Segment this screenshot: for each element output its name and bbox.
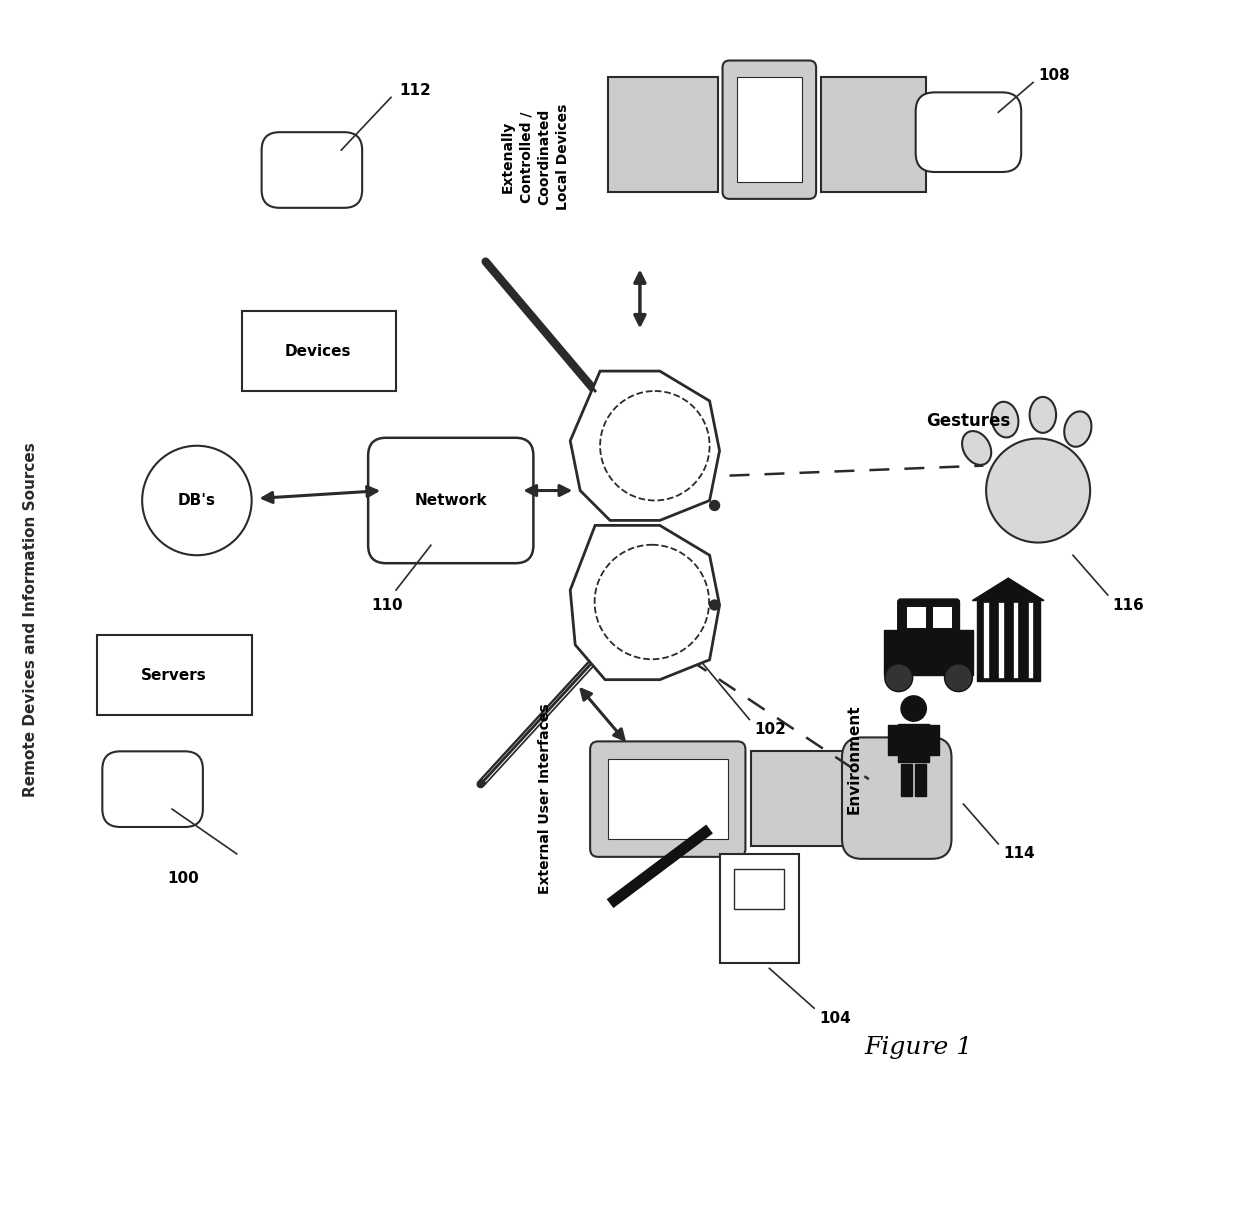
FancyBboxPatch shape — [590, 741, 745, 857]
Text: Network: Network — [414, 493, 487, 508]
Text: External User Interfaces: External User Interfaces — [538, 703, 552, 894]
Bar — [608, 759, 728, 838]
FancyBboxPatch shape — [723, 61, 816, 199]
Bar — [884, 629, 973, 674]
Text: Extenally
Controlled /
Coordinated
Local Devices: Extenally Controlled / Coordinated Local… — [501, 103, 570, 210]
FancyBboxPatch shape — [262, 132, 362, 208]
Bar — [901, 763, 911, 796]
FancyBboxPatch shape — [368, 437, 533, 564]
Circle shape — [709, 600, 719, 610]
FancyBboxPatch shape — [842, 738, 951, 859]
Polygon shape — [972, 578, 1044, 600]
Bar — [738, 78, 802, 182]
FancyBboxPatch shape — [103, 751, 203, 827]
Bar — [1013, 603, 1018, 678]
Text: 108: 108 — [1038, 68, 1070, 83]
FancyBboxPatch shape — [898, 599, 960, 635]
Text: Figure 1: Figure 1 — [864, 1036, 972, 1059]
Bar — [751, 751, 851, 846]
Ellipse shape — [962, 431, 991, 465]
Text: 110: 110 — [371, 598, 403, 612]
Text: 100: 100 — [167, 871, 198, 886]
Text: 112: 112 — [399, 83, 430, 98]
Circle shape — [709, 501, 719, 510]
Circle shape — [885, 663, 913, 691]
Polygon shape — [570, 371, 719, 520]
Polygon shape — [570, 525, 719, 679]
FancyBboxPatch shape — [915, 92, 1022, 173]
Bar — [888, 725, 899, 755]
Text: 102: 102 — [754, 722, 786, 738]
Bar — [242, 311, 396, 391]
Text: DB's: DB's — [177, 493, 216, 508]
Bar — [734, 869, 784, 909]
Bar — [977, 600, 1039, 682]
Text: Devices: Devices — [285, 344, 352, 358]
Text: 104: 104 — [820, 1011, 851, 1025]
Bar — [905, 606, 925, 628]
Bar — [931, 606, 951, 628]
Text: Servers: Servers — [141, 668, 207, 683]
Bar — [608, 78, 718, 192]
Bar — [98, 635, 252, 714]
Ellipse shape — [1029, 397, 1056, 433]
Bar — [928, 725, 939, 755]
Bar — [915, 763, 926, 796]
Text: 116: 116 — [1112, 598, 1145, 612]
Circle shape — [143, 446, 252, 555]
Circle shape — [986, 439, 1090, 543]
Circle shape — [901, 696, 926, 722]
Ellipse shape — [992, 402, 1018, 437]
Text: Environment: Environment — [847, 705, 862, 814]
Bar — [998, 603, 1003, 678]
Ellipse shape — [1064, 412, 1091, 447]
Circle shape — [945, 663, 972, 691]
Text: Remote Devices and Information Sources: Remote Devices and Information Sources — [24, 442, 38, 797]
Text: Gestures: Gestures — [926, 412, 1011, 430]
Bar — [1028, 603, 1033, 678]
Bar — [983, 603, 988, 678]
Text: 114: 114 — [1003, 847, 1035, 861]
Bar — [821, 78, 925, 192]
Bar — [719, 854, 800, 963]
Bar — [899, 724, 929, 762]
